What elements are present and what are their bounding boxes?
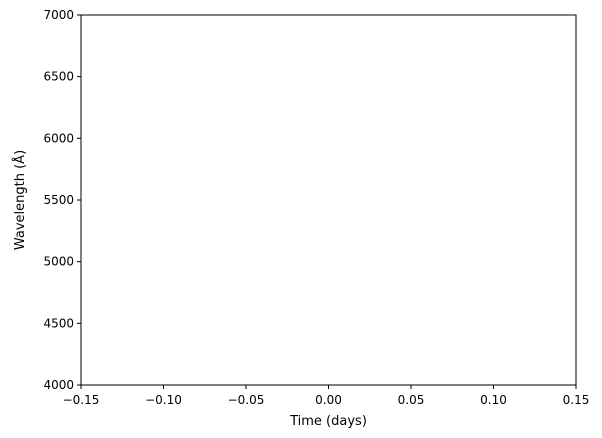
x-tick-label: −0.05 [228,393,265,407]
y-tick-label: 5500 [43,193,74,207]
y-tick-label: 6500 [43,70,74,84]
x-tick-label: 0.00 [315,393,342,407]
x-tick-label: −0.15 [63,393,100,407]
x-tick-label: 0.10 [480,393,507,407]
y-tick-label: 4000 [43,378,74,392]
y-tick-label: 7000 [43,8,74,22]
y-axis-ticks: 4000 4500 5000 5500 6000 6500 7000 [43,8,81,392]
y-tick-label: 4500 [43,316,74,330]
y-tick-label: 5000 [43,255,74,269]
plot-frame [80,14,577,386]
y-tick-label: 6000 [43,131,74,145]
x-tick-label: −0.10 [145,393,182,407]
x-tick-label: 0.15 [563,393,590,407]
x-axis-ticks: −0.15 −0.10 −0.05 0.00 0.05 0.10 0.15 [63,385,590,407]
x-tick-label: 0.05 [398,393,425,407]
y-axis-label: Wavelength (Å) [12,150,28,250]
x-axis-label: Time (days) [289,414,367,429]
